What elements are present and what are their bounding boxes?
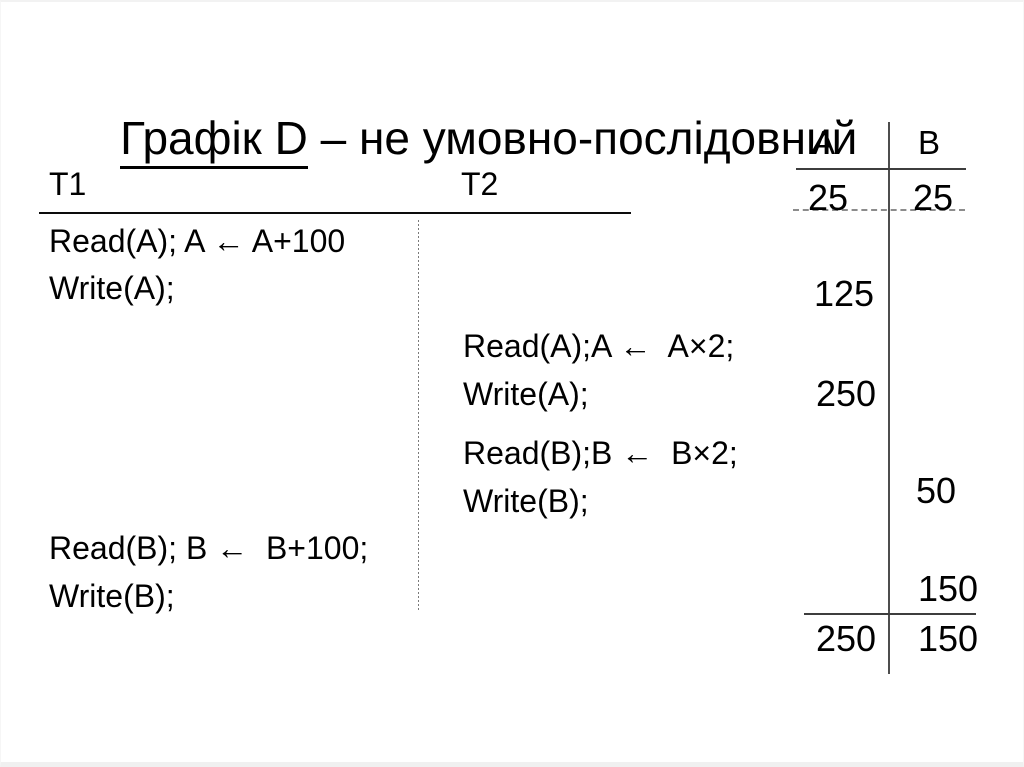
t1-t2-column-divider [418, 220, 419, 612]
intermediate-value-a-125: 125 [813, 273, 875, 314]
t1-op-write-b: Write(B); [49, 578, 175, 614]
t2-column-header: T2 [461, 166, 499, 202]
intermediate-value-a-250: 250 [815, 373, 877, 414]
t1-op-write-a: Write(A); [49, 270, 175, 306]
title-graph-name: Графік D [120, 112, 308, 170]
final-value-b: 150 [917, 618, 979, 659]
t2-op-write-b: Write(B); [463, 483, 589, 519]
ab-header-rule [796, 168, 966, 170]
t1-column-header: T1 [49, 166, 87, 202]
t2-op-write-a: Write(A); [463, 376, 589, 412]
t1-op-read-b: Read(B); B ← B+100; [49, 530, 369, 566]
intermediate-value-b-150: 150 [917, 568, 979, 609]
intermediate-value-b-50: 50 [915, 470, 957, 511]
value-column-a-header: A [812, 124, 835, 161]
ab-column-divider [888, 122, 890, 674]
initial-value-b: 25 [912, 177, 954, 218]
final-value-a: 250 [815, 618, 877, 659]
initial-values-separator [793, 209, 965, 211]
title-rest: – не умовно-послідовний [307, 112, 858, 165]
t1-op-read-a: Read(A); A ← A+100 [49, 223, 346, 259]
t2-op-read-b: Read(B);B ← B×2; [463, 435, 738, 471]
value-column-b-header: B [917, 124, 940, 161]
final-values-rule [804, 613, 976, 615]
slide-title: Графік D – не умовно-послідовний [69, 56, 857, 222]
initial-value-a: 25 [807, 177, 849, 218]
t2-op-read-a: Read(A);A ← A×2; [463, 328, 735, 364]
schedule-header-rule [39, 212, 631, 214]
